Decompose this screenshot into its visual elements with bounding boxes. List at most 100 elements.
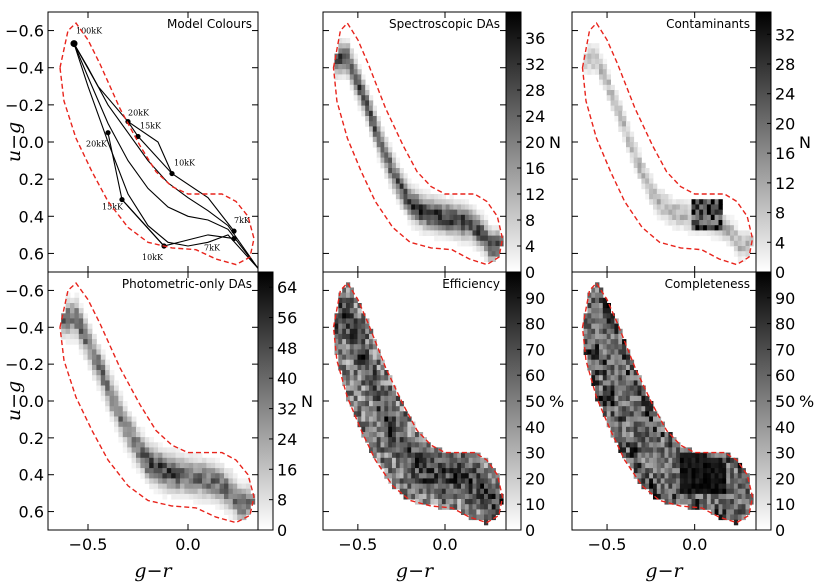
heatmap-cell [426, 462, 431, 469]
heatmap-cell [171, 452, 176, 459]
heatmap-cell [703, 204, 708, 210]
heatmap-cell [476, 214, 481, 221]
heatmap-cell [357, 333, 362, 340]
heatmap-cell [380, 452, 385, 459]
heatmap-cell [184, 452, 190, 459]
heatmap-cell [411, 188, 416, 195]
colorbar-tick-label: 0 [775, 263, 785, 282]
heatmap-cell [449, 230, 454, 236]
heatmap-cell [722, 235, 727, 242]
heatmap-cell [210, 468, 216, 474]
heatmap-cell [645, 188, 650, 195]
heatmap-cell [434, 468, 439, 474]
heatmap-cell [215, 499, 220, 505]
heatmap-cell [426, 483, 431, 490]
heatmap-cell [353, 333, 358, 340]
heatmap-cell [380, 421, 385, 428]
heatmap-cell [342, 380, 347, 386]
heatmap-cell [353, 69, 358, 75]
heatmap-cell [614, 333, 619, 340]
heatmap-cell [468, 204, 473, 210]
heatmap-cell [622, 370, 627, 376]
heatmap-cell [629, 411, 635, 417]
model-point [231, 228, 237, 234]
heatmap-cell [656, 204, 662, 210]
heatmap-cell [480, 514, 485, 521]
heatmap-cell [722, 452, 727, 459]
heatmap-cell [407, 204, 412, 210]
heatmap-cell [334, 328, 339, 335]
heatmap-cell [718, 220, 723, 226]
heatmap-cell [441, 468, 447, 474]
heatmap-cell [737, 473, 743, 479]
heatmap-cell [232, 509, 238, 515]
heatmap-cell [622, 401, 627, 407]
heatmap-cell [357, 349, 362, 355]
heatmap-cell [357, 421, 362, 428]
heatmap-cell [599, 79, 604, 86]
heatmap-cell [695, 493, 700, 500]
heatmap-cell [361, 421, 366, 428]
heatmap-cell [679, 204, 685, 210]
heatmap-cell [180, 462, 185, 469]
heatmap-cell [710, 499, 716, 505]
heatmap-cell [96, 354, 102, 361]
heatmap-cell [357, 74, 362, 80]
heatmap-cell [380, 142, 385, 148]
heatmap-cell [180, 488, 185, 495]
y-tick-label: 0.6 [19, 244, 44, 263]
heatmap-cell [484, 225, 489, 231]
heatmap-cell [641, 442, 646, 448]
heatmap-cell [144, 457, 150, 464]
heatmap-cell [114, 406, 119, 412]
heatmap-cell [241, 509, 247, 515]
heatmap-cell [710, 473, 716, 479]
heatmap-cell [376, 131, 381, 138]
heatmap-cell [140, 473, 146, 479]
heatmap-cell [610, 349, 615, 355]
heatmap-cell [645, 406, 650, 412]
heatmap-cell [376, 395, 381, 402]
heatmap-cell [342, 323, 347, 330]
heatmap-cell [641, 457, 646, 464]
heatmap-cell [166, 447, 172, 453]
heatmap-cell [415, 194, 420, 200]
heatmap-cell [388, 447, 393, 453]
heatmap-cell [457, 468, 462, 474]
heatmap-cell [346, 354, 351, 361]
heatmap-cell [131, 437, 137, 443]
heatmap-cell [361, 74, 366, 80]
heatmap-cell [461, 478, 466, 484]
heatmap-cell [395, 157, 401, 164]
heatmap-cell [422, 447, 427, 453]
heatmap-cell [411, 204, 416, 210]
heatmap-cell [660, 204, 665, 210]
x-tick-label: −0.5 [588, 535, 627, 554]
heatmap-cell [676, 452, 681, 459]
heatmap-cell [70, 323, 75, 330]
heatmap-cell [422, 457, 427, 464]
heatmap-cell [703, 473, 708, 479]
heatmap-cell [691, 488, 696, 495]
model-point [231, 235, 237, 242]
heatmap-cell [710, 493, 716, 500]
heatmap-cell [369, 364, 374, 371]
heatmap-cell [342, 53, 347, 60]
heatmap-cell [645, 183, 650, 190]
heatmap-cell [441, 225, 447, 231]
heatmap-cell [618, 390, 623, 397]
heatmap-cell [365, 328, 370, 335]
heatmap-cell [136, 462, 141, 469]
heatmap-cell [491, 473, 496, 479]
heatmap-cell [369, 426, 374, 433]
heatmap-cell [118, 411, 124, 417]
heatmap-cell [633, 152, 638, 158]
heatmap-cell [403, 447, 408, 453]
heatmap-cell [250, 493, 256, 500]
heatmap-cell [403, 442, 408, 448]
heatmap-cell [438, 225, 443, 231]
heatmap-cell [453, 493, 458, 500]
heatmap-cell [197, 488, 203, 495]
heatmap-cell [426, 499, 431, 505]
